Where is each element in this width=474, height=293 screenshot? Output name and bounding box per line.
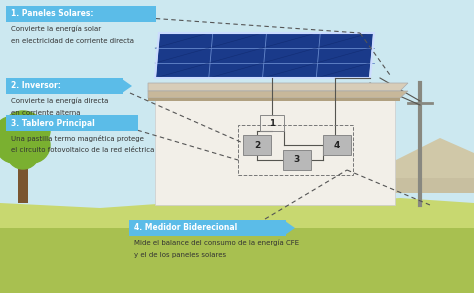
Bar <box>0 228 474 293</box>
Text: 1: 1 <box>269 118 275 127</box>
Circle shape <box>1 111 45 155</box>
Polygon shape <box>220 133 474 178</box>
Text: Convierte la energía directa: Convierte la energía directa <box>11 98 109 105</box>
FancyBboxPatch shape <box>6 6 156 22</box>
Polygon shape <box>122 79 132 93</box>
Text: 1. Paneles Solares:: 1. Paneles Solares: <box>11 9 93 18</box>
Circle shape <box>0 117 24 145</box>
Bar <box>283 150 311 170</box>
Polygon shape <box>0 198 474 293</box>
Polygon shape <box>148 83 408 91</box>
Circle shape <box>7 137 39 169</box>
FancyBboxPatch shape <box>6 78 123 94</box>
Circle shape <box>14 127 50 163</box>
Text: el circuito fotovoltaico de la red eléctrica: el circuito fotovoltaico de la red eléct… <box>11 147 155 153</box>
FancyBboxPatch shape <box>6 115 138 131</box>
FancyBboxPatch shape <box>129 220 286 236</box>
Text: 4. Medidor Biderecional: 4. Medidor Biderecional <box>134 224 237 233</box>
Text: 4: 4 <box>334 141 340 149</box>
Bar <box>238 125 353 175</box>
Polygon shape <box>148 91 408 98</box>
Text: Mide el balance del consumo de la energía CFE: Mide el balance del consumo de la energí… <box>134 240 299 246</box>
Polygon shape <box>148 98 400 101</box>
Circle shape <box>22 117 50 145</box>
Text: Una pastilla termo magnética protege: Una pastilla termo magnética protege <box>11 135 144 142</box>
Bar <box>323 135 351 155</box>
Text: y el de los paneles solares: y el de los paneles solares <box>134 252 226 258</box>
Bar <box>155 85 395 205</box>
Circle shape <box>0 127 32 163</box>
Text: 3. Tablero Principal: 3. Tablero Principal <box>11 118 95 127</box>
Polygon shape <box>200 143 474 193</box>
Text: 3: 3 <box>294 156 300 164</box>
Text: Convierte la energía solar: Convierte la energía solar <box>11 26 101 33</box>
Text: en electricidad de corriente directa: en electricidad de corriente directa <box>11 38 134 44</box>
Bar <box>18 153 28 203</box>
Text: 2: 2 <box>254 141 260 149</box>
Text: en corriente alterna: en corriente alterna <box>11 110 81 116</box>
Polygon shape <box>155 33 374 78</box>
Circle shape <box>288 131 332 175</box>
Bar <box>243 135 271 155</box>
Text: 2. Inversor:: 2. Inversor: <box>11 81 61 91</box>
Bar <box>260 115 284 131</box>
Polygon shape <box>285 221 295 235</box>
